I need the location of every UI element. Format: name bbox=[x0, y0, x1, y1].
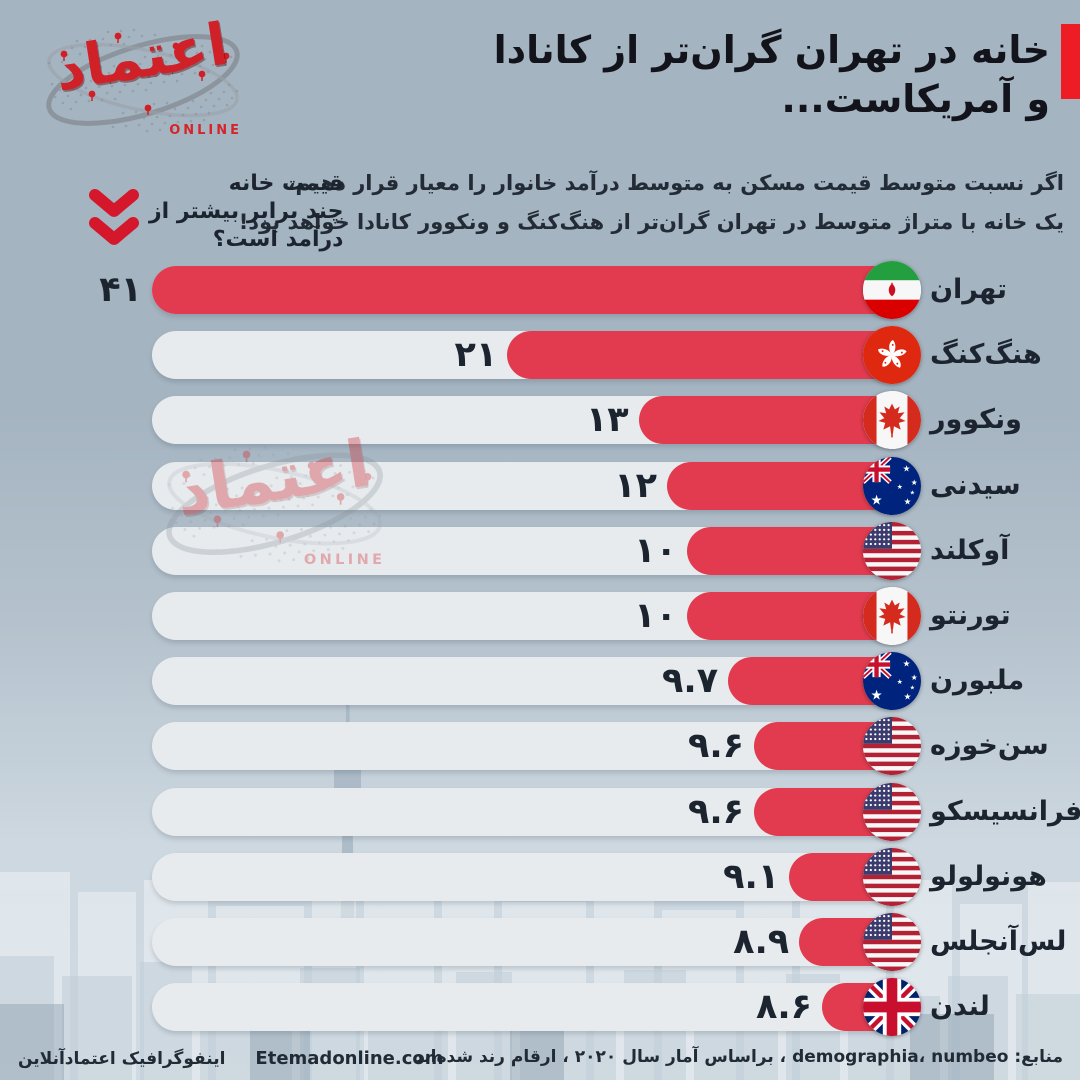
flag-australia-icon: ★ ★ ★ ★ ★ ★ bbox=[863, 456, 921, 515]
bar-row: ۹.۷ ★ ★ ★ ★ ★ ★ ملبورن bbox=[0, 652, 1080, 711]
question-text: قیمت خانه چند برابر بیشتر از درآمد است؟ bbox=[149, 171, 344, 253]
bar-track: ۸.۹ bbox=[152, 912, 921, 971]
bar-value-label: ۴۱ bbox=[99, 270, 142, 310]
bar-row: ۹.۱ هونولولو bbox=[0, 847, 1080, 906]
bar-fill bbox=[507, 331, 916, 380]
svg-text:★: ★ bbox=[897, 482, 903, 490]
flag-usa-icon bbox=[863, 912, 921, 971]
bar-value-label: ۱۰ bbox=[634, 530, 677, 571]
bar-row: ۱۲ ★ ★ ★ ★ ★ ★ سیدنی bbox=[0, 456, 1080, 515]
bar-row: ۱۳ ونکوور bbox=[0, 391, 1080, 450]
page-title: خانه در تهران گران‌تر از کانادا و آمریکا… bbox=[494, 26, 1050, 125]
flag-canada-icon bbox=[863, 586, 921, 645]
credit-block: اینفوگرافیک اعتمادآنلاین Etemadonline.co… bbox=[18, 1048, 444, 1069]
bar-row: ۹.۶ سان‌فرانسیسکو bbox=[0, 782, 1080, 841]
city-label: سیدنی bbox=[930, 469, 1021, 501]
bar-track: ۱۲ ★ ★ ★ ★ ★ ★ bbox=[152, 456, 921, 515]
flag-usa-icon bbox=[863, 521, 921, 580]
bar-track: ۹.۶ bbox=[152, 717, 921, 776]
city-label: هنگ‌کنگ bbox=[930, 339, 1042, 371]
bar-value-label: ۸.۹ bbox=[733, 921, 790, 962]
bar-value-label: ۱۲ bbox=[614, 465, 657, 506]
question-block: قیمت خانه چند برابر بیشتر از درآمد است؟ bbox=[88, 170, 343, 254]
city-label: لندن bbox=[930, 991, 990, 1023]
bar-row: ۱۰ آوکلند bbox=[0, 521, 1080, 580]
sources-note: منابع: demographia، numbeo ، براساس آمار… bbox=[414, 1047, 1063, 1067]
double-chevron-down-icon bbox=[88, 186, 140, 254]
bar-track: ۹.۶ bbox=[152, 782, 921, 841]
svg-text:★: ★ bbox=[903, 464, 911, 474]
flag-usa-icon bbox=[863, 782, 921, 841]
bar-row: ۲۱ هنگ‌کنگ bbox=[0, 326, 1080, 385]
flag-usa-icon bbox=[863, 847, 921, 906]
globe-swoosh-icon bbox=[166, 446, 383, 563]
bar-value-label: ۲۱ bbox=[454, 335, 498, 376]
bar-value-label: ۹.۷ bbox=[662, 661, 719, 702]
title-line-1: خانه در تهران گران‌تر از کانادا bbox=[493, 28, 1050, 72]
title-line-2: و آمریکاست... bbox=[781, 77, 1050, 122]
bar-chart: ۴۱ تهران ۲۱ هنگ‌کنگ bbox=[0, 261, 1080, 1048]
city-label: لس‌آنجلس bbox=[930, 925, 1067, 957]
svg-text:★: ★ bbox=[904, 497, 912, 507]
bar-track: ۹.۷ ★ ★ ★ ★ ★ ★ bbox=[152, 652, 921, 711]
bar-row: ۸.۹ لس‌آنجلس bbox=[0, 912, 1080, 971]
bar-track: ۱۳ bbox=[152, 391, 921, 450]
bar-row: ۸.۶ لندن bbox=[0, 978, 1080, 1037]
svg-text:★: ★ bbox=[897, 678, 903, 686]
bar-track: ۲۱ bbox=[152, 326, 921, 385]
bar-row: ۱۰ تورنتو bbox=[0, 586, 1080, 645]
flag-iran-icon bbox=[863, 261, 921, 319]
city-label: تورنتو bbox=[930, 599, 1011, 631]
bar-value-label: ۹.۱ bbox=[723, 856, 780, 897]
subtitle: اگر نسبت متوسط قیمت مسکن به متوسط درآمد … bbox=[239, 164, 1064, 242]
bar-track: ۱۰ bbox=[152, 521, 921, 580]
subtitle-line-1: اگر نسبت متوسط قیمت مسکن به متوسط درآمد … bbox=[287, 171, 1064, 195]
svg-text:★: ★ bbox=[910, 685, 915, 692]
svg-text:★: ★ bbox=[870, 492, 882, 508]
bar-track: ۹.۱ bbox=[152, 847, 921, 906]
flag-usa-icon bbox=[863, 717, 921, 776]
flag-hongkong-icon bbox=[863, 326, 921, 385]
logo-online-label: ONLINE bbox=[169, 123, 242, 138]
bar-track: ۸.۶ bbox=[152, 978, 921, 1037]
bar-value-label: ۹.۶ bbox=[688, 791, 745, 832]
etemad-watermark-logo: اعتماد ONLINE bbox=[148, 425, 401, 578]
bar-row: ۴۱ تهران bbox=[0, 261, 1080, 319]
svg-text:★: ★ bbox=[904, 692, 912, 702]
svg-text:★: ★ bbox=[911, 478, 918, 487]
city-label: تهران bbox=[930, 274, 1008, 305]
bar-value-label: ۱۳ bbox=[585, 400, 629, 441]
globe-swoosh-icon bbox=[46, 28, 240, 133]
credit-website-url: Etemadonline.com bbox=[255, 1048, 444, 1069]
bar-track: ۱۰ bbox=[152, 586, 921, 645]
city-label: آوکلند bbox=[930, 534, 1010, 566]
svg-text:★: ★ bbox=[911, 673, 918, 682]
bar-value-label: ۱۰ bbox=[634, 595, 677, 636]
flag-australia-icon: ★ ★ ★ ★ ★ ★ bbox=[863, 652, 921, 711]
svg-text:★: ★ bbox=[870, 687, 882, 703]
flag-canada-icon bbox=[863, 391, 921, 450]
flag-uk-icon bbox=[863, 978, 921, 1037]
city-label: سان‌فرانسیسکو bbox=[930, 795, 1080, 827]
credit-infographic-label: اینفوگرافیک اعتمادآنلاین bbox=[18, 1049, 226, 1069]
bar-track: ۴۱ bbox=[99, 261, 921, 319]
title-accent-block bbox=[1061, 24, 1080, 99]
city-label: سن‌خوزه bbox=[930, 730, 1049, 762]
etemad-online-logo: اعتماد ONLINE bbox=[30, 10, 256, 146]
city-label: ملبورن bbox=[930, 665, 1025, 697]
svg-text:★: ★ bbox=[910, 489, 915, 496]
subtitle-line-2: یک خانه با متراژ متوسط در تهران گران‌تر … bbox=[238, 209, 1064, 234]
bar-value-label: ۹.۶ bbox=[688, 726, 745, 767]
svg-text:★: ★ bbox=[903, 660, 911, 670]
city-label: هونولولو bbox=[930, 860, 1047, 892]
bar-value-label: ۸.۶ bbox=[756, 987, 813, 1028]
bar-fill bbox=[152, 266, 916, 314]
city-label: ونکوور bbox=[930, 404, 1022, 436]
bar-row: ۹.۶ سن‌خوزه bbox=[0, 717, 1080, 776]
